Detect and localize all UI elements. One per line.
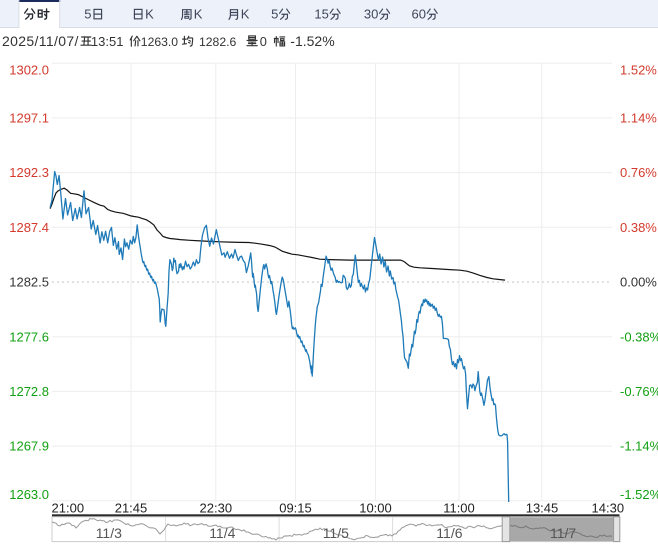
svg-text:-1.52%: -1.52%	[620, 487, 658, 502]
svg-text:21:00: 21:00	[52, 501, 85, 516]
svg-text:1267.9: 1267.9	[9, 439, 49, 454]
svg-text:11:00: 11:00	[443, 501, 475, 516]
svg-text:1287.4: 1287.4	[9, 220, 49, 235]
svg-text:K: K	[241, 7, 250, 22]
svg-text:11/6: 11/6	[436, 525, 462, 541]
svg-text:0.00%: 0.00%	[620, 275, 657, 290]
svg-text:5: 5	[271, 7, 278, 22]
svg-text:1272.8: 1272.8	[9, 384, 49, 399]
svg-text:-1.52%: -1.52%	[290, 33, 334, 49]
svg-text:1292.3: 1292.3	[9, 165, 49, 180]
svg-text:11/4: 11/4	[209, 525, 235, 541]
svg-text:1282.5: 1282.5	[9, 275, 49, 290]
svg-text:11/7: 11/7	[550, 525, 576, 541]
svg-text:15: 15	[314, 7, 328, 22]
svg-text:K: K	[145, 7, 154, 22]
svg-text:-1.14%: -1.14%	[620, 439, 658, 454]
svg-text:0: 0	[260, 34, 267, 49]
svg-text:1302.0: 1302.0	[9, 62, 49, 77]
svg-text:0.76%: 0.76%	[620, 165, 657, 180]
svg-text:1282.6: 1282.6	[199, 35, 236, 49]
svg-text:1.14%: 1.14%	[620, 111, 657, 126]
svg-text:60: 60	[412, 7, 426, 22]
svg-text:14:30: 14:30	[592, 501, 625, 516]
svg-text:5: 5	[84, 7, 91, 22]
svg-text:13:45: 13:45	[526, 501, 559, 516]
svg-text:1263.0: 1263.0	[9, 487, 49, 502]
svg-text:-0.76%: -0.76%	[620, 384, 658, 399]
svg-text:1.52%: 1.52%	[620, 62, 657, 77]
svg-text:1297.1: 1297.1	[9, 111, 49, 126]
svg-text:1263.0: 1263.0	[141, 35, 178, 49]
svg-text:30: 30	[364, 7, 378, 22]
svg-text:21:45: 21:45	[115, 501, 148, 516]
svg-text:22:30: 22:30	[200, 501, 233, 516]
svg-text:2025/11/07/: 2025/11/07/	[2, 33, 79, 49]
svg-text:-0.38%: -0.38%	[620, 329, 658, 344]
svg-text:10:00: 10:00	[359, 501, 392, 516]
svg-text:09:15: 09:15	[279, 501, 312, 516]
svg-text:11/5: 11/5	[323, 525, 349, 541]
svg-text:0.38%: 0.38%	[620, 220, 657, 235]
svg-text:1277.6: 1277.6	[9, 329, 49, 344]
svg-text:11/3: 11/3	[96, 525, 122, 541]
svg-text:K: K	[194, 7, 203, 22]
svg-text:13:51: 13:51	[91, 34, 124, 49]
